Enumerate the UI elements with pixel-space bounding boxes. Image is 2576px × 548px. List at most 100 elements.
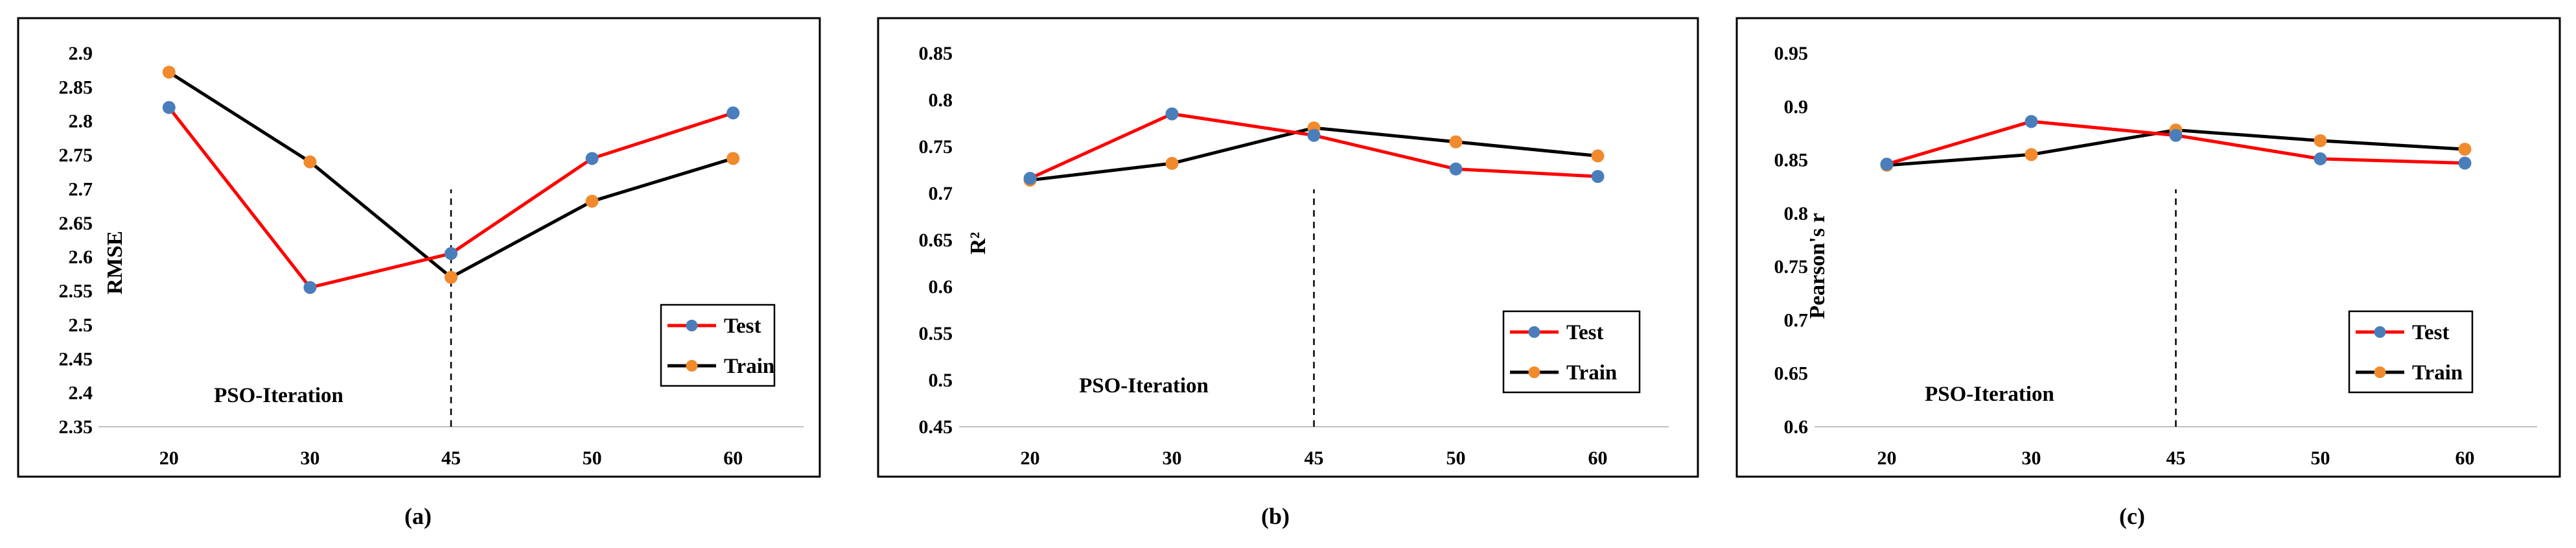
y-tick-label: 0.95	[1774, 43, 1809, 64]
legend-marker-test	[686, 320, 698, 331]
panel-caption: (b)	[1261, 503, 1290, 529]
panel-caption: (c)	[2119, 503, 2145, 529]
y-axis-label: RMSE	[103, 231, 127, 294]
y-tick-label: 2.85	[59, 77, 93, 98]
legend-label-test: Test	[2412, 321, 2449, 344]
chart-frame	[877, 17, 1699, 478]
x-tick-label: 60	[1588, 447, 1608, 469]
y-tick-label: 0.55	[919, 323, 953, 344]
y-axis-label: R²	[966, 232, 990, 255]
y-tick-label: 2.7	[69, 178, 93, 200]
pso-iteration-annotation: PSO-Iteration	[1079, 374, 1209, 398]
data-point-train	[1449, 135, 1463, 149]
chart-frame	[1735, 17, 2561, 478]
legend-marker-train	[2374, 366, 2386, 378]
x-tick-label: 45	[441, 447, 461, 469]
x-tick-label: 50	[583, 447, 602, 469]
y-tick-label: 0.45	[919, 416, 953, 438]
data-point-train	[162, 66, 176, 79]
data-point-test	[1023, 171, 1037, 185]
y-tick-label: 0.7	[1784, 309, 1809, 331]
chart-panel-1: 2.35 2.4 2.45 2.5 2.55 2.6 2.65 2.7 2.75 2.8 2.85 2…	[17, 17, 821, 529]
legend-label-train: Train	[2412, 361, 2463, 385]
x-tick-label: 45	[2166, 447, 2186, 469]
y-tick-label: 2.75	[59, 145, 93, 166]
legend-label-train: Train	[724, 355, 774, 378]
x-tick-label: 50	[2311, 447, 2330, 469]
data-point-train	[303, 155, 317, 169]
data-point-test	[585, 152, 599, 165]
y-tick-label: 0.65	[1774, 363, 1809, 385]
legend-label-test: Test	[1566, 321, 1603, 344]
y-tick-label: 2.45	[59, 348, 93, 370]
data-point-test	[162, 101, 176, 114]
chart-frame	[17, 17, 821, 478]
pso-iteration-annotation: PSO-Iteration	[214, 384, 343, 407]
legend-marker-train	[686, 360, 698, 372]
data-point-train	[1165, 156, 1179, 170]
y-tick-label: 0.75	[1774, 256, 1809, 278]
x-tick-label: 30	[2022, 447, 2041, 469]
y-tick-label: 0.9	[1784, 96, 1809, 117]
y-tick-label: 0.5	[929, 370, 953, 391]
x-tick-label: 45	[1305, 447, 1324, 469]
data-point-train	[1591, 149, 1605, 163]
legend-marker-test	[2374, 326, 2386, 338]
x-tick-label: 30	[300, 447, 319, 469]
y-tick-label: 0.7	[929, 183, 953, 204]
data-point-test	[1165, 107, 1179, 121]
data-point-test	[303, 281, 317, 294]
x-tick-label: 30	[1163, 447, 1182, 469]
y-axis-label: Pearson's r	[1805, 213, 1829, 318]
data-point-test	[1449, 162, 1463, 176]
data-point-test	[2025, 115, 2038, 128]
data-point-test	[1591, 170, 1605, 184]
y-tick-label: 2.35	[59, 416, 93, 438]
y-tick-label: 2.5	[69, 315, 93, 336]
legend-label-train: Train	[1566, 361, 1617, 385]
x-tick-label: 20	[159, 447, 179, 469]
data-point-test	[2458, 156, 2472, 170]
x-tick-label: 20	[1877, 447, 1897, 469]
data-point-train	[726, 152, 740, 165]
y-tick-label: 2.9	[69, 43, 93, 64]
y-tick-label: 2.8	[69, 111, 93, 132]
y-tick-label: 2.6	[69, 246, 93, 268]
legend-box	[1502, 310, 1641, 394]
legend-box	[660, 304, 776, 387]
chart-panel-3: 0.6 0.65 0.7 0.75 0.8 0.85 0.9 0.95 20 30 45 50 60 Pe…	[1735, 17, 2561, 529]
legend-marker-test	[1528, 326, 1540, 338]
data-point-test	[2169, 128, 2183, 142]
chart-panel-2: 0.45 0.5 0.55 0.6 0.65 0.7 0.75 0.8 0.85 20 30 45 50…	[877, 17, 1699, 529]
y-tick-label: 0.8	[1784, 203, 1809, 224]
legend: Test Train	[1502, 310, 1641, 394]
panel-caption: (a)	[404, 503, 432, 529]
legend: Test Train	[660, 304, 776, 387]
y-tick-label: 2.65	[59, 213, 93, 234]
data-point-test	[445, 246, 458, 260]
data-point-train	[585, 195, 599, 208]
x-tick-label: 60	[2455, 447, 2475, 469]
y-tick-label: 0.8	[929, 89, 953, 111]
y-tick-label: 0.6	[1784, 416, 1809, 438]
legend-marker-train	[1528, 366, 1540, 378]
y-tick-label: 0.85	[1774, 150, 1809, 171]
y-tick-label: 0.65	[919, 230, 953, 251]
data-point-test	[2314, 152, 2327, 165]
x-tick-label: 60	[723, 447, 743, 469]
y-tick-label: 0.85	[919, 43, 953, 64]
data-point-test	[1880, 158, 1894, 171]
pso-iteration-annotation: PSO-Iteration	[1925, 383, 2054, 406]
data-point-train	[2458, 143, 2472, 156]
legend-label-test: Test	[724, 315, 761, 338]
y-tick-label: 2.55	[59, 281, 93, 302]
y-tick-label: 0.75	[919, 136, 953, 158]
y-tick-label: 2.4	[69, 383, 93, 404]
data-point-test	[1307, 128, 1321, 142]
data-point-train	[2314, 134, 2327, 147]
y-tick-label: 0.6	[929, 276, 953, 298]
data-point-train	[445, 270, 458, 284]
legend-box	[2348, 310, 2474, 394]
legend: Test Train	[2348, 310, 2474, 394]
